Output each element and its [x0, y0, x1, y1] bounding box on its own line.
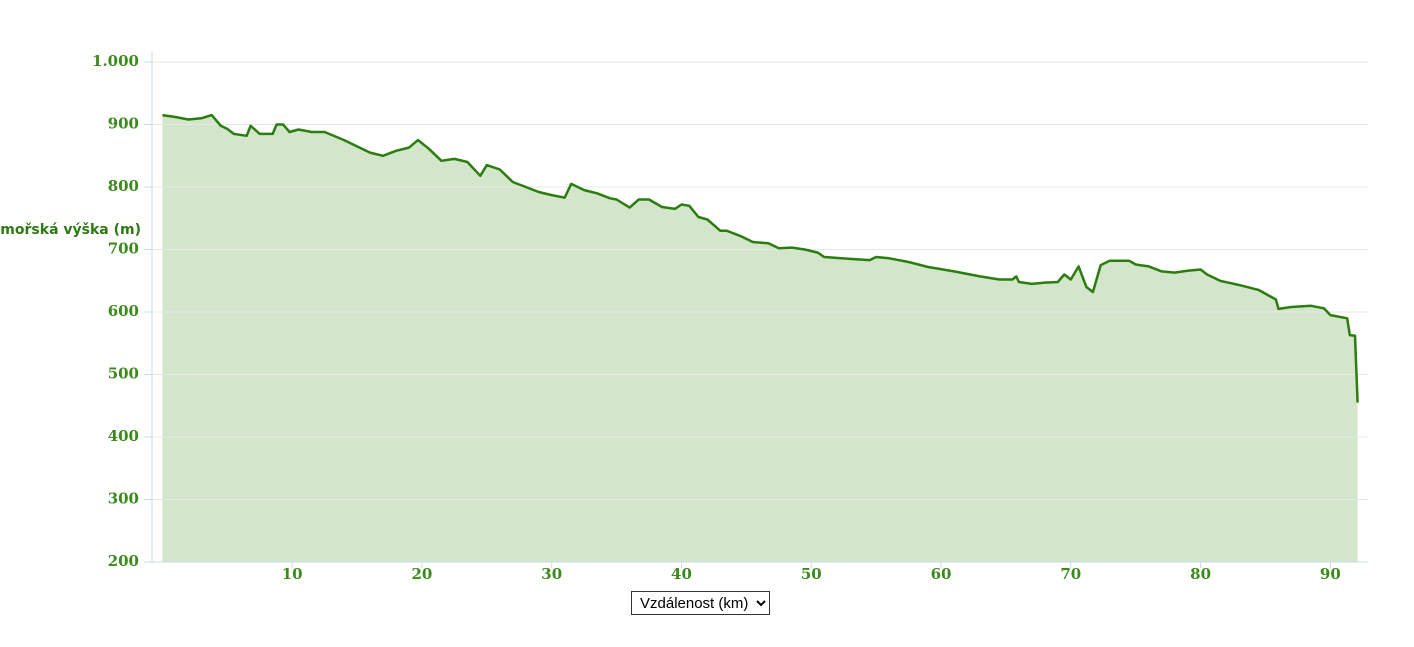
- x-tick-label: 40: [671, 565, 692, 583]
- y-axis-title-bg: [0, 220, 143, 240]
- y-tick-label: 400: [108, 427, 139, 445]
- elevation-line: [162, 113, 1359, 403]
- y-tick-label: 500: [108, 365, 139, 383]
- x-axis-selector[interactable]: Vzdálenost (km): [631, 591, 770, 615]
- x-tick-label: 80: [1190, 565, 1211, 583]
- y-tick-label: 800: [108, 177, 139, 195]
- y-axis-title: Nadmořská výška (m): [0, 222, 141, 238]
- x-tick-label: 10: [282, 565, 303, 583]
- y-tick-label: 700: [108, 240, 139, 258]
- x-tick-label: 20: [411, 565, 432, 583]
- x-tick-label: 90: [1320, 565, 1341, 583]
- area-fill: [162, 115, 1358, 562]
- x-tick-label: 50: [801, 565, 822, 583]
- y-tick-label: 900: [108, 115, 139, 133]
- y-tick-label: 600: [108, 302, 139, 320]
- y-tick-label: 300: [108, 490, 139, 508]
- y-tick-label: 1.000: [92, 52, 139, 70]
- x-tick-label: 30: [541, 565, 562, 583]
- y-tick-label: 200: [108, 552, 139, 570]
- x-tick-label: 70: [1060, 565, 1081, 583]
- x-tick-label: 60: [931, 565, 952, 583]
